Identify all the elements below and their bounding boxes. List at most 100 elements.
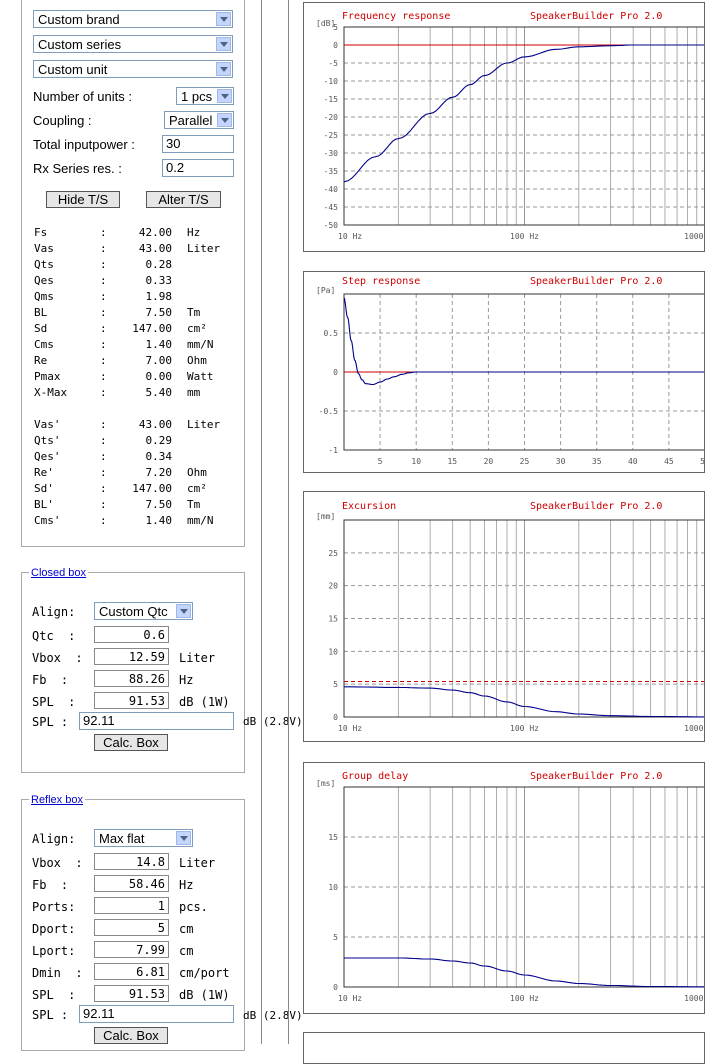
- hide-ts-button[interactable]: Hide T/S: [46, 191, 120, 208]
- num-units-select[interactable]: 1 pcs: [176, 87, 234, 105]
- next-chart-partial: [303, 1032, 705, 1064]
- y-tick-label: -20: [324, 113, 339, 122]
- ts-name: X-Max: [34, 386, 68, 399]
- power-label: Total inputpower :: [33, 137, 135, 152]
- ts-unit: Tm: [187, 498, 201, 511]
- box-field-input[interactable]: 12.59: [94, 648, 169, 665]
- coupling-select[interactable]: Parallel: [164, 111, 234, 129]
- box-field-unit: dB (1W): [179, 988, 230, 1002]
- num-units-label: Number of units :: [33, 89, 132, 104]
- x-tick-label: 10 Hz: [338, 724, 362, 733]
- ts-sep: :: [100, 386, 107, 399]
- box-field-label: Ports:: [32, 900, 76, 914]
- y-unit-label: [Pa]: [316, 286, 335, 295]
- y-tick-label: -45: [324, 203, 339, 212]
- y-tick-label: -50: [324, 221, 339, 230]
- series-line: [344, 686, 704, 718]
- ts-sep: :: [100, 306, 107, 319]
- chevron-down-icon[interactable]: [216, 12, 231, 26]
- closed-spl2-input[interactable]: 92.11: [79, 712, 234, 730]
- ts-sep: :: [100, 514, 107, 527]
- x-tick-label: 1000 Hz: [684, 724, 704, 733]
- ts-unit: mm/N: [187, 514, 214, 527]
- chart-title: Excursion: [342, 501, 397, 512]
- box-field-unit: cm: [179, 944, 194, 958]
- chevron-down-icon[interactable]: [176, 604, 191, 618]
- frequency-response-chart: Frequency response SpeakerBuilder Pro 2.…: [303, 2, 705, 252]
- ts-value: 7.50: [145, 306, 173, 319]
- ts-sep: :: [100, 466, 107, 479]
- reflex-box-legend[interactable]: Reflex box: [29, 794, 85, 806]
- ts-name: Qes: [34, 274, 54, 287]
- ts-unit: Hz: [187, 226, 201, 239]
- box-field-input[interactable]: 0.6: [94, 626, 169, 643]
- brand-select[interactable]: Custom brand: [33, 10, 233, 28]
- box-field-label: Dport:: [32, 922, 76, 936]
- box-field-input[interactable]: 91.53: [94, 985, 169, 1002]
- alter-ts-button[interactable]: Alter T/S: [146, 191, 221, 208]
- y-tick-label: 25: [328, 549, 338, 558]
- chevron-down-icon[interactable]: [216, 62, 231, 76]
- y-tick-label: -1: [328, 446, 338, 455]
- chevron-down-icon[interactable]: [217, 89, 232, 103]
- closed-align-value: Custom Qtc: [99, 604, 168, 619]
- chart-brand: SpeakerBuilder Pro 2.0: [530, 11, 663, 22]
- ts-sep: :: [100, 226, 107, 239]
- box-field-input[interactable]: 91.53: [94, 692, 169, 709]
- y-tick-label: 0: [333, 713, 338, 722]
- ts-value: 7.20: [145, 466, 173, 479]
- ts-value: 147.00: [132, 482, 172, 495]
- y-unit-label: [dB]: [316, 19, 335, 28]
- y-tick-label: -15: [324, 95, 339, 104]
- box-field-input[interactable]: 58.46: [94, 875, 169, 892]
- chart-brand: SpeakerBuilder Pro 2.0: [530, 501, 663, 512]
- rx-label: Rx Series res. :: [33, 161, 122, 176]
- closed-calc-button[interactable]: Calc. Box: [94, 734, 168, 751]
- chevron-down-icon[interactable]: [217, 113, 232, 127]
- y-tick-label: 10: [328, 647, 338, 656]
- y-tick-label: 0: [333, 41, 338, 50]
- ts-unit: mm/N: [187, 338, 214, 351]
- ts-value: 0.00: [145, 370, 173, 383]
- ts-name: Qes': [34, 450, 61, 463]
- group-delay-chart: Group delay SpeakerBuilder Pro 2.0 [ms] 1…: [303, 762, 705, 1014]
- box-field-input[interactable]: 6.81: [94, 963, 169, 980]
- chart-title: Group delay: [342, 771, 409, 782]
- box-field-label: Vbox :: [32, 856, 83, 870]
- rx-input[interactable]: 0.2: [162, 159, 234, 177]
- ts-value: 5.40: [145, 386, 173, 399]
- closed-align-select[interactable]: Custom Qtc: [94, 602, 193, 620]
- reflex-spl2-label: SPL :: [32, 1008, 69, 1022]
- ts-sep: :: [100, 242, 107, 255]
- reflex-spl2-input[interactable]: 92.11: [79, 1005, 234, 1023]
- box-field-input[interactable]: 5: [94, 919, 169, 936]
- chevron-down-icon[interactable]: [216, 37, 231, 51]
- ts-sep: :: [100, 498, 107, 511]
- reflex-align-select[interactable]: Max flat: [94, 829, 193, 847]
- ts-name: Vas': [34, 418, 61, 431]
- box-field-unit: Hz: [179, 673, 194, 687]
- ts-value: 1.40: [145, 514, 173, 527]
- ts-name: Qms: [34, 290, 54, 303]
- chevron-down-icon[interactable]: [176, 831, 191, 845]
- plot-frame: [343, 519, 704, 718]
- ts-sep: :: [100, 258, 107, 271]
- y-unit-label: [ms]: [316, 779, 335, 788]
- y-tick-label: 5: [333, 933, 338, 942]
- ts-unit: Liter: [187, 418, 221, 431]
- box-field-label: Dmin :: [32, 966, 83, 980]
- box-field-input[interactable]: 1: [94, 897, 169, 914]
- closed-box-panel: [21, 572, 245, 773]
- closed-box-legend[interactable]: Closed box: [29, 567, 89, 579]
- series-select[interactable]: Custom series: [33, 35, 233, 53]
- reflex-calc-button[interactable]: Calc. Box: [94, 1027, 168, 1044]
- y-unit-label: [mm]: [316, 512, 335, 521]
- box-field-input[interactable]: 7.99: [94, 941, 169, 958]
- power-input[interactable]: 30: [162, 135, 234, 153]
- unit-select[interactable]: Custom unit: [33, 60, 233, 78]
- y-tick-label: 10: [328, 883, 338, 892]
- box-field-input[interactable]: 14.8: [94, 853, 169, 870]
- box-field-input[interactable]: 88.26: [94, 670, 169, 687]
- ts-name: BL': [34, 498, 54, 511]
- coupling-value: Parallel: [169, 113, 213, 128]
